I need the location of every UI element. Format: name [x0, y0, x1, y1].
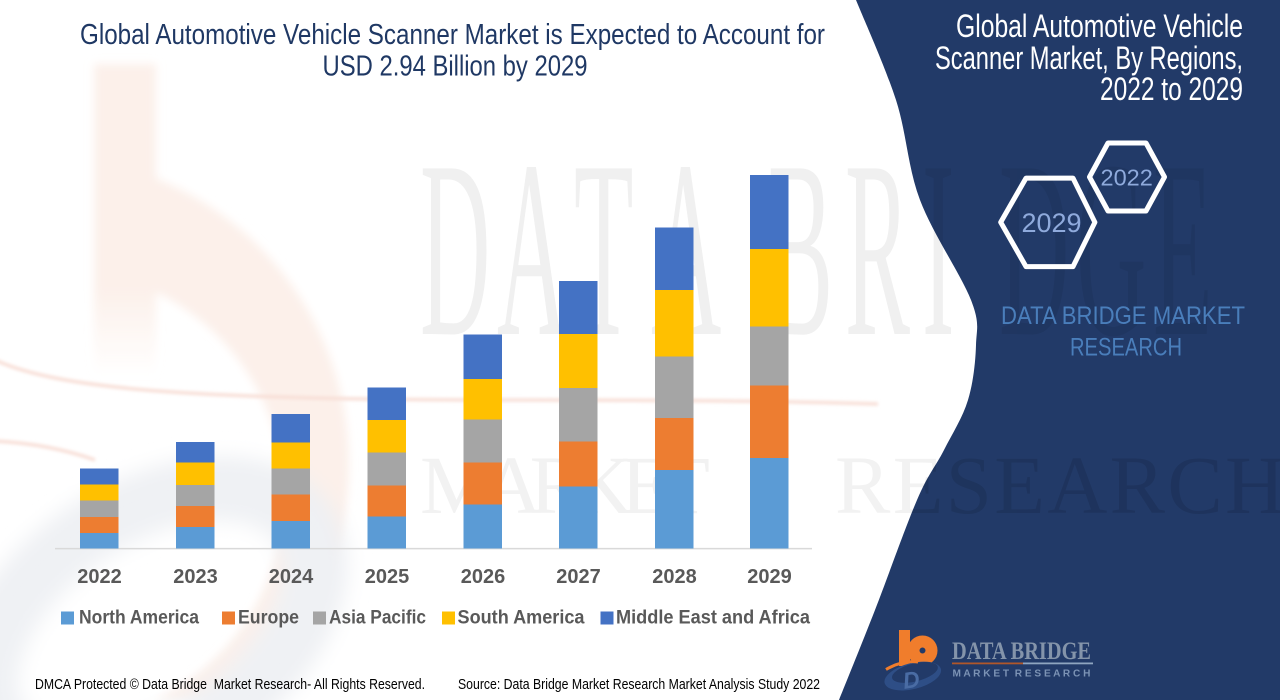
svg-text:RESEARCH: RESEARCH [1070, 334, 1182, 362]
svg-text:DMCA Protected © Data Bridge: DMCA Protected © Data Bridge Market Rese… [35, 676, 425, 693]
svg-text:Europe: Europe [238, 608, 299, 629]
svg-text:2025: 2025 [365, 566, 410, 588]
svg-text:Global Automotive Vehicle: Global Automotive Vehicle [956, 8, 1243, 44]
svg-text:Asia Pacific: Asia Pacific [329, 608, 426, 629]
svg-text:2028: 2028 [652, 566, 697, 588]
svg-text:2027: 2027 [556, 566, 601, 588]
svg-text:2022: 2022 [1101, 164, 1153, 190]
svg-text:DATA BRIDGE MARKET: DATA BRIDGE MARKET [1001, 302, 1245, 330]
svg-text:North America: North America [79, 608, 199, 629]
svg-text:USD 2.94 Billion by 2029: USD 2.94 Billion by 2029 [323, 51, 588, 83]
svg-text:Source: Data Bridge Market Res: Source: Data Bridge Market Research Mark… [458, 676, 820, 693]
svg-text:2026: 2026 [461, 566, 506, 588]
svg-text:Global Automotive Vehicle Scan: Global Automotive Vehicle Scanner Market… [80, 19, 825, 51]
svg-text:2023: 2023 [173, 566, 218, 588]
svg-text:South America: South America [458, 608, 585, 629]
svg-text:D: D [901, 666, 921, 694]
svg-text:2029: 2029 [1021, 208, 1081, 238]
svg-text:DATA BRIDGE: DATA BRIDGE [952, 638, 1091, 665]
svg-text:M A R K E T R E S E A R C H: M A R K E T R E S E A R C H [953, 669, 1091, 680]
svg-text:Middle East and Africa: Middle East and Africa [616, 608, 810, 629]
svg-text:2022: 2022 [77, 566, 122, 588]
svg-text:Scanner Market, By Regions,: Scanner Market, By Regions, [935, 40, 1243, 76]
svg-text:2029: 2029 [747, 566, 792, 588]
svg-text:2024: 2024 [269, 566, 314, 588]
svg-text:2022 to 2029: 2022 to 2029 [1100, 71, 1243, 107]
